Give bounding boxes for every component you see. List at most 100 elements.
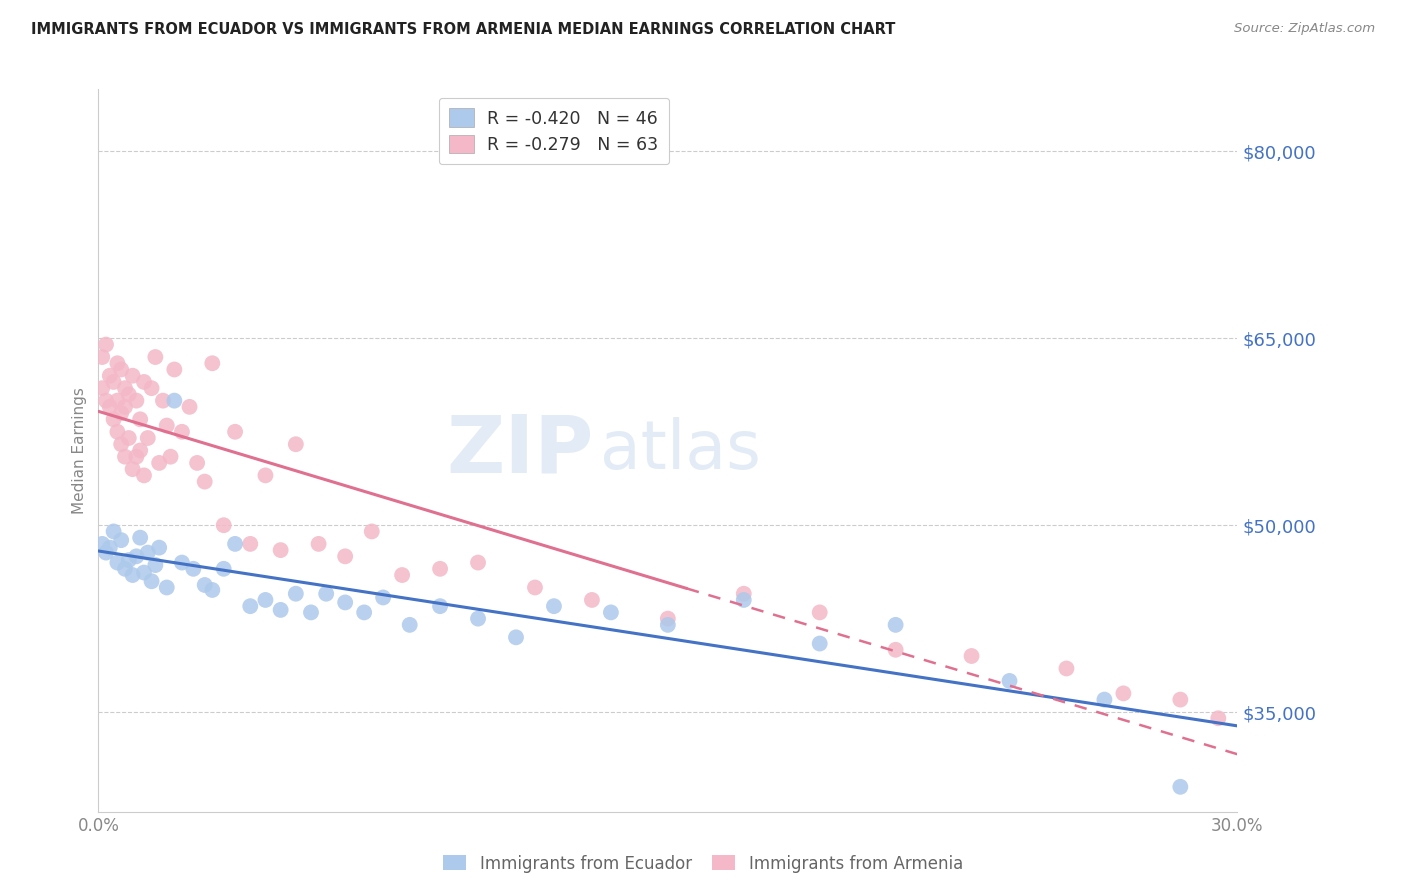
Point (163, 393, 186, 408)
Point (118, 431, 141, 445)
Point (91, 537, 114, 551)
Point (114, 381, 136, 395)
Point (224, 425, 246, 439)
Point (335, 595, 357, 609)
Point (107, 425, 129, 439)
Point (657, 618, 679, 632)
Point (129, 443, 152, 458)
Point (1208, 711, 1230, 725)
Text: ZIP: ZIP (447, 411, 593, 490)
Point (194, 578, 217, 592)
Point (152, 393, 174, 408)
Point (125, 450, 148, 464)
Point (118, 387, 141, 401)
Point (141, 574, 163, 589)
Point (224, 537, 246, 551)
Point (98, 541, 121, 555)
Point (429, 562, 451, 576)
Point (467, 556, 489, 570)
Point (808, 606, 831, 620)
Point (524, 581, 547, 595)
Point (194, 475, 217, 489)
Point (148, 456, 170, 470)
Point (110, 406, 132, 420)
Point (107, 393, 129, 408)
Point (254, 593, 277, 607)
Legend: R = -0.420   N = 46, R = -0.279   N = 63: R = -0.420 N = 46, R = -0.279 N = 63 (439, 98, 669, 164)
Point (505, 630, 527, 644)
Point (129, 412, 152, 426)
Point (201, 356, 224, 370)
Point (960, 648, 983, 663)
Point (132, 375, 155, 389)
Point (94, 393, 117, 408)
Point (543, 599, 565, 614)
Point (398, 618, 420, 632)
Point (98, 368, 121, 383)
Point (1170, 692, 1192, 706)
Point (998, 673, 1021, 688)
Point (148, 541, 170, 555)
Point (159, 450, 181, 464)
Point (110, 437, 132, 451)
Point (1112, 686, 1135, 700)
Point (129, 531, 152, 545)
Point (201, 582, 224, 597)
Point (156, 581, 179, 595)
Point (308, 537, 330, 551)
Point (107, 556, 129, 570)
Point (733, 587, 755, 601)
Point (183, 562, 205, 576)
Point (391, 568, 413, 582)
Point (315, 587, 337, 601)
Point (254, 468, 277, 483)
Point (581, 593, 603, 607)
Point (94, 546, 117, 560)
Point (125, 393, 148, 408)
Point (284, 587, 307, 601)
Point (114, 562, 136, 576)
Point (657, 612, 679, 626)
Point (141, 381, 163, 395)
Point (132, 566, 155, 580)
Point (808, 636, 831, 650)
Point (212, 562, 235, 576)
Point (467, 612, 489, 626)
Point (212, 518, 235, 533)
Point (145, 558, 167, 572)
Point (114, 450, 136, 464)
Text: atlas: atlas (599, 417, 761, 483)
Point (132, 468, 155, 483)
Text: Source: ZipAtlas.com: Source: ZipAtlas.com (1234, 22, 1375, 36)
Point (170, 556, 193, 570)
Point (186, 456, 208, 470)
Point (1056, 661, 1078, 675)
Point (179, 400, 201, 414)
Point (371, 591, 394, 605)
Point (121, 462, 143, 476)
Point (121, 368, 143, 383)
Point (125, 549, 148, 564)
Point (884, 642, 907, 657)
Point (118, 553, 141, 567)
Point (103, 375, 125, 389)
Legend: Immigrants from Ecuador, Immigrants from Armenia: Immigrants from Ecuador, Immigrants from… (436, 848, 970, 880)
Point (114, 400, 136, 414)
Point (156, 418, 179, 433)
Point (1170, 780, 1192, 794)
Point (1094, 692, 1116, 706)
Point (284, 437, 307, 451)
Point (91, 381, 114, 395)
Point (103, 412, 125, 426)
Point (299, 606, 322, 620)
Point (98, 400, 121, 414)
Point (110, 362, 132, 376)
Point (163, 362, 186, 376)
Point (270, 543, 292, 558)
Point (110, 533, 132, 548)
Point (429, 599, 451, 614)
Point (121, 568, 143, 582)
Point (107, 356, 129, 370)
Point (239, 599, 262, 614)
Point (600, 606, 623, 620)
